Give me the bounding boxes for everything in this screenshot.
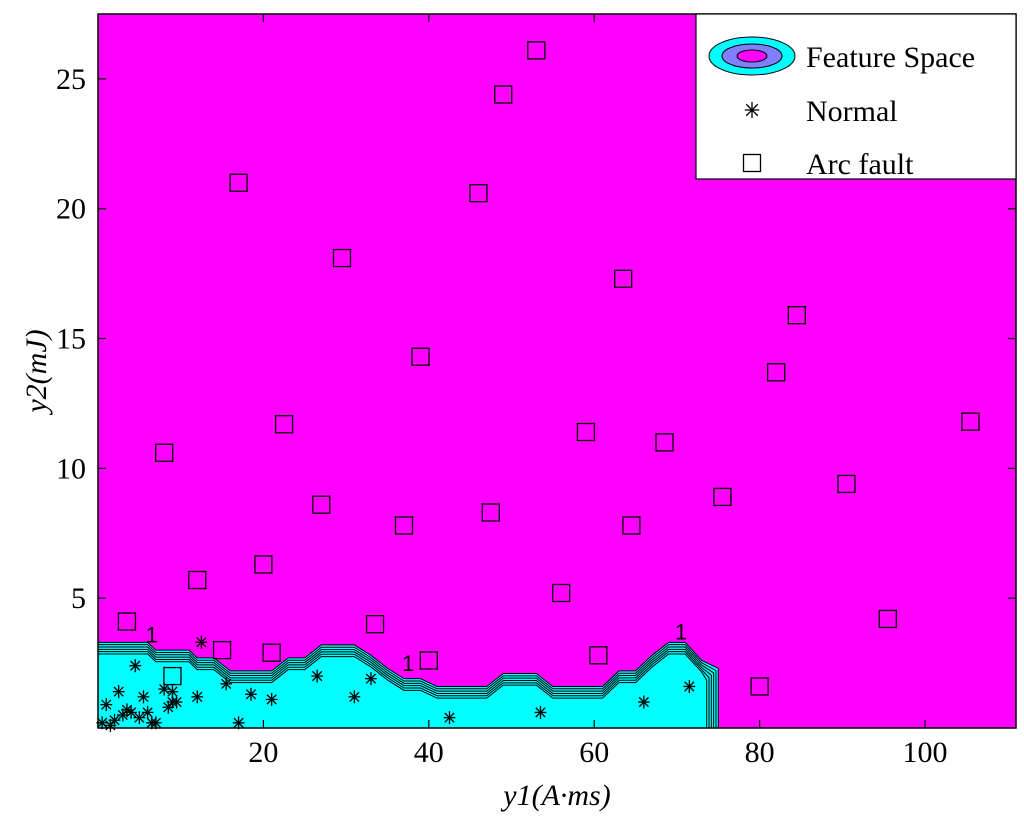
arc-fault-marker bbox=[742, 153, 762, 173]
normal-point bbox=[125, 705, 137, 719]
legend-feature-space-label: Feature Space bbox=[806, 41, 975, 74]
x-tick-label: 80 bbox=[745, 736, 775, 769]
y-tick-label: 25 bbox=[56, 63, 86, 96]
arc-fault-points bbox=[117, 41, 980, 696]
arc-fault-point bbox=[394, 516, 414, 535]
normal-point bbox=[220, 677, 233, 691]
normal-point bbox=[683, 679, 696, 693]
plot-frame bbox=[97, 13, 1017, 729]
x-axis-label: y1(A·ms) bbox=[500, 779, 610, 812]
normal-points bbox=[96, 635, 696, 732]
arc-fault-point bbox=[365, 614, 385, 634]
y-tick-label: 5 bbox=[71, 582, 86, 615]
contour-lines bbox=[98, 641, 719, 728]
x-tick-label: 40 bbox=[414, 736, 444, 769]
legend-normal-label: Normal bbox=[806, 95, 898, 128]
arc-fault-point bbox=[469, 183, 488, 203]
normal-point bbox=[112, 685, 125, 699]
arc-fault-point bbox=[494, 85, 513, 104]
arc-fault-point bbox=[188, 570, 207, 590]
arc-fault-point bbox=[878, 609, 897, 629]
arc-fault-point bbox=[312, 495, 331, 514]
normal-point bbox=[141, 705, 154, 719]
x-tick-label: 20 bbox=[248, 736, 278, 769]
contour-label: 1 bbox=[402, 651, 414, 676]
contour-label: 1 bbox=[675, 620, 687, 645]
normal-point bbox=[265, 692, 278, 706]
arc-fault-point bbox=[655, 433, 674, 452]
arc-fault-point bbox=[787, 306, 806, 325]
arc-fault-point bbox=[419, 651, 438, 670]
contour-line bbox=[98, 644, 717, 728]
contour-line bbox=[98, 648, 712, 728]
normal-point bbox=[365, 672, 377, 686]
arc-fault-point bbox=[481, 503, 500, 522]
arc-fault-point bbox=[614, 269, 633, 288]
x-tick-label: 100 bbox=[903, 736, 948, 769]
arc-fault-point bbox=[551, 583, 571, 603]
normal-point bbox=[170, 695, 183, 709]
y-axis-ticks: 5 10 15 20 25 bbox=[56, 63, 1016, 615]
arc-fault-point bbox=[576, 422, 596, 442]
arc-fault-point bbox=[332, 248, 352, 268]
arc-fault-point bbox=[767, 363, 786, 382]
normal-marker bbox=[744, 102, 760, 118]
arc-fault-point bbox=[163, 666, 182, 686]
normal-point bbox=[637, 695, 650, 709]
x-axis-ticks: 20 40 60 80 100 bbox=[248, 14, 948, 769]
arc-fault-point bbox=[212, 640, 232, 660]
normal-point bbox=[348, 690, 361, 704]
normal-point bbox=[195, 635, 208, 649]
normal-point bbox=[166, 685, 179, 699]
normal-point bbox=[534, 705, 547, 719]
contour-line bbox=[98, 646, 715, 728]
normal-point bbox=[245, 687, 257, 701]
contour-label: 1 bbox=[146, 622, 158, 647]
arc-fault-point bbox=[262, 643, 281, 662]
normal-point bbox=[137, 690, 150, 704]
arc-fault-point bbox=[274, 415, 294, 434]
contour-line bbox=[98, 653, 708, 728]
normal-marker-icon bbox=[744, 102, 760, 118]
contour-labels: 1 1 1 bbox=[146, 620, 688, 676]
feature-space-icon bbox=[708, 36, 796, 76]
arc-fault-point bbox=[713, 487, 732, 507]
arc-fault-point bbox=[527, 41, 546, 60]
arc-fault-point bbox=[411, 347, 430, 366]
normal-point bbox=[150, 716, 162, 730]
normal-point bbox=[133, 711, 146, 725]
arc-fault-point bbox=[622, 516, 641, 535]
x-tick-label: 60 bbox=[579, 736, 609, 769]
arc-fault-point bbox=[961, 412, 980, 431]
y-tick-label: 20 bbox=[56, 193, 86, 226]
normal-point bbox=[108, 713, 121, 727]
normal-point bbox=[311, 669, 324, 683]
normal-point bbox=[129, 659, 142, 673]
y-tick-label: 10 bbox=[56, 452, 86, 485]
arc-fault-point bbox=[750, 677, 769, 696]
arc-fault-point bbox=[589, 646, 608, 665]
arc-fault-marker-icon bbox=[742, 153, 762, 173]
arc-fault-point bbox=[837, 474, 856, 494]
y-tick-label: 15 bbox=[56, 323, 86, 356]
normal-point bbox=[232, 716, 245, 730]
normal-point bbox=[191, 690, 204, 704]
feature-space-region bbox=[98, 642, 719, 728]
normal-point bbox=[443, 711, 456, 725]
y-axis-label: y2(mJ) bbox=[20, 329, 53, 415]
legend-arc-fault-label: Arc fault bbox=[806, 148, 914, 181]
legend: Feature Space Normal Arc fault bbox=[695, 13, 1017, 181]
arc-fault-point bbox=[155, 443, 174, 462]
arc-fault-point bbox=[117, 612, 137, 631]
normal-point bbox=[100, 698, 113, 712]
contour-line bbox=[98, 641, 719, 728]
arc-fault-point bbox=[229, 173, 248, 192]
arc-fault-point bbox=[254, 555, 273, 574]
